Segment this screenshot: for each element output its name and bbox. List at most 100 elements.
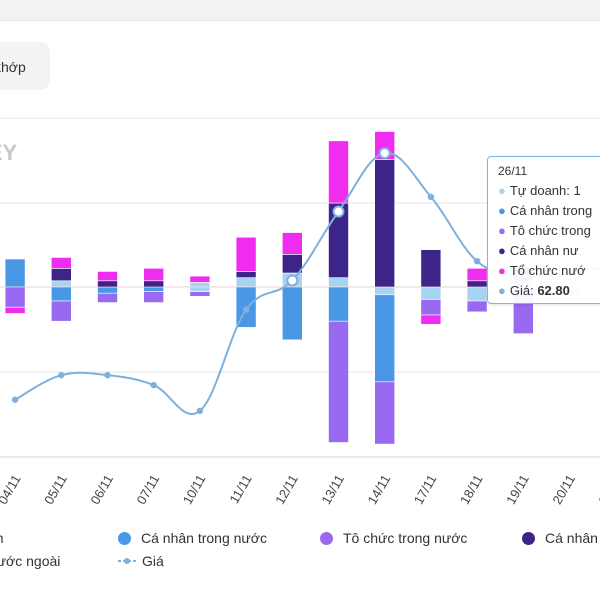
legend-label: Cá nhân trong nước	[141, 530, 267, 546]
legend-label: nh	[0, 530, 4, 546]
bar-tu-doanh-10-11[interactable]	[189, 286, 211, 292]
bar-to-chuc-trong-nuoc-07-11[interactable]	[143, 291, 164, 303]
bar-ca-nhan-nuoc-ngoai-11-11[interactable]	[235, 271, 257, 278]
series-dot-icon: ●	[498, 203, 506, 218]
bar-ca-nhan-trong-nuoc-05-11[interactable]	[50, 286, 72, 302]
price-point-13-11[interactable]	[332, 205, 345, 218]
tooltip-row: ● Giá: 62.80	[498, 281, 600, 301]
x-tick-label: 07/11	[134, 472, 163, 507]
legend-item-ca-nhan[interactable]: Cá nhân	[522, 530, 598, 546]
bar-to-chuc-nuoc-ngoai-05-11[interactable]	[50, 257, 72, 269]
legend-item-gia[interactable]: Giá	[118, 553, 164, 569]
bar-to-chuc-nuoc-ngoai-04-11[interactable]	[4, 306, 26, 314]
bar-tu-doanh-13-11[interactable]	[328, 277, 349, 288]
x-tick-label: 20/11	[549, 472, 578, 507]
bar-tu-doanh-05-11[interactable]	[50, 280, 72, 288]
legend-item-ca-nhan-trong-nuoc[interactable]: Cá nhân trong nước	[118, 530, 267, 546]
series-dot-icon: ●	[498, 223, 506, 238]
series-dot-icon: ●	[498, 263, 506, 278]
price-point-14-11[interactable]	[378, 147, 391, 160]
tooltip-row: ● Tổ chức nướ	[498, 261, 600, 281]
bar-to-chuc-nuoc-ngoai-07-11[interactable]	[143, 268, 164, 282]
bar-tu-doanh-18-11[interactable]	[466, 286, 488, 302]
legend-label: c nước ngoài	[0, 553, 61, 569]
tooltip-row-value: 62.80	[533, 283, 570, 298]
x-axis-labels: 04/11 05/11 06/11 07/11 10/11 11/11 12/11 13/11…	[0, 472, 600, 507]
bar-to-chuc-nuoc-ngoai-17-11[interactable]	[420, 314, 442, 325]
bar-to-chuc-trong-nuoc-06-11[interactable]	[97, 292, 118, 303]
legend-item-to-chuc-trong-nuoc[interactable]: Tô chức trong nước	[320, 530, 467, 546]
bar-tu-doanh-10-11[interactable]	[189, 282, 211, 288]
x-tick-label: 06/11	[87, 472, 116, 507]
legend-label: Giá	[142, 553, 164, 569]
bar-ca-nhan-trong-nuoc-07-11[interactable]	[143, 286, 164, 292]
bar-to-chuc-nuoc-ngoai-12-11[interactable]	[281, 232, 303, 255]
bar-ca-nhan-nuoc-ngoai-12-11[interactable]	[281, 254, 303, 274]
bar-to-chuc-nuoc-ngoai-11-11[interactable]	[235, 236, 257, 272]
bar-ca-nhan-nuoc-ngoai-17-11[interactable]	[420, 249, 442, 288]
x-tick-label: 14/11	[365, 472, 394, 507]
tab-khop-button[interactable]: khớp	[0, 42, 50, 90]
x-tick-label: 12/11	[272, 472, 301, 507]
series-dot-icon: ●	[498, 283, 506, 298]
tooltip-row-label: Cá nhân nư	[509, 243, 579, 258]
bar-to-chuc-nuoc-ngoai-06-11[interactable]	[97, 271, 118, 282]
bar-ca-nhan-nuoc-ngoai-06-11[interactable]	[97, 280, 118, 288]
bar-to-chuc-nuoc-ngoai-18-11[interactable]	[466, 268, 488, 282]
tab-khop-label: khớp	[0, 59, 26, 75]
bar-ca-nhan-trong-nuoc-14-11[interactable]	[374, 294, 396, 383]
bar-to-chuc-nuoc-ngoai-10-11[interactable]	[189, 275, 211, 283]
price-point-04-11[interactable]	[11, 396, 19, 403]
bar-to-chuc-nuoc-ngoai-13-11[interactable]	[328, 140, 349, 204]
x-tick-label: 18/11	[457, 472, 486, 507]
legend-label: Cá nhân	[545, 530, 598, 546]
price-point-06-11[interactable]	[104, 371, 111, 379]
bar-ca-nhan-nuoc-ngoai-05-11[interactable]	[50, 268, 72, 282]
tooltip-row-label: Tự doanh: 1	[509, 183, 581, 198]
legend-item-nh[interactable]: nh	[0, 530, 4, 546]
bar-tu-doanh-11-11[interactable]	[235, 277, 257, 288]
bar-to-chuc-trong-nuoc-13-11[interactable]	[328, 320, 349, 443]
bar-ca-nhan-trong-nuoc-06-11[interactable]	[97, 286, 118, 294]
watermark-text: NEY	[0, 140, 18, 165]
bar-ca-nhan-nuoc-ngoai-14-11[interactable]	[374, 159, 396, 288]
price-point-05-11[interactable]	[58, 371, 65, 379]
legend-line-icon	[118, 558, 136, 564]
x-tick-label: 11/11	[226, 472, 254, 506]
tooltip-title: 26/11	[498, 164, 528, 178]
bar-to-chuc-trong-nuoc-14-11[interactable]	[374, 381, 396, 445]
bar-tu-doanh-17-11[interactable]	[420, 286, 442, 300]
tooltip-row-label: Giá:	[509, 283, 534, 298]
bar-ca-nhan-trong-nuoc-13-11[interactable]	[328, 286, 349, 322]
x-tick-label: 19/11	[503, 472, 532, 507]
bar-tu-doanh-14-11[interactable]	[374, 286, 396, 296]
legend-item-c-nuoc-ngoai[interactable]: c nước ngoài	[0, 553, 60, 569]
x-tick-label: 17/11	[411, 472, 440, 507]
legend-label: Tô chức trong nước	[343, 530, 468, 546]
price-point-11-11[interactable]	[242, 306, 250, 313]
bar-to-chuc-trong-nuoc-05-11[interactable]	[50, 300, 72, 322]
series-dot-icon: ●	[498, 243, 506, 258]
x-tick-label: 05/11	[41, 472, 70, 507]
bar-ca-nhan-trong-nuoc-04-11[interactable]	[4, 258, 26, 288]
bar-ca-nhan-nuoc-ngoai-18-11[interactable]	[466, 280, 488, 288]
price-point-12-11[interactable]	[286, 274, 299, 287]
x-tick-label: 13/11	[318, 472, 347, 507]
bar-to-chuc-trong-nuoc-18-11[interactable]	[466, 300, 488, 313]
tooltip-row-label: Tổ chức nướ	[509, 263, 586, 278]
x-tick-label: 04/11	[0, 472, 24, 507]
tooltip: 26/11 ● Tự doanh: 1 ● Cá nhân trong ● Tô chức…	[487, 156, 600, 304]
bar-ca-nhan-trong-nuoc-12-11[interactable]	[281, 286, 303, 341]
bar-to-chuc-trong-nuoc-17-11[interactable]	[420, 299, 442, 316]
bar-ca-nhan-nuoc-ngoai-07-11[interactable]	[143, 280, 164, 288]
price-point-07-11[interactable]	[150, 381, 157, 389]
bar-to-chuc-trong-nuoc-04-11[interactable]	[4, 286, 26, 308]
tooltip-row: ● Tô chức trong	[498, 221, 600, 241]
price-point-17-11[interactable]	[427, 193, 435, 201]
bar-to-chuc-trong-nuoc-10-11[interactable]	[189, 291, 211, 297]
tooltip-row-label: Cá nhân trong	[509, 203, 593, 218]
price-point-18-11[interactable]	[473, 257, 481, 265]
price-point-10-11[interactable]	[196, 407, 204, 415]
legend-dot-icon	[522, 532, 535, 545]
